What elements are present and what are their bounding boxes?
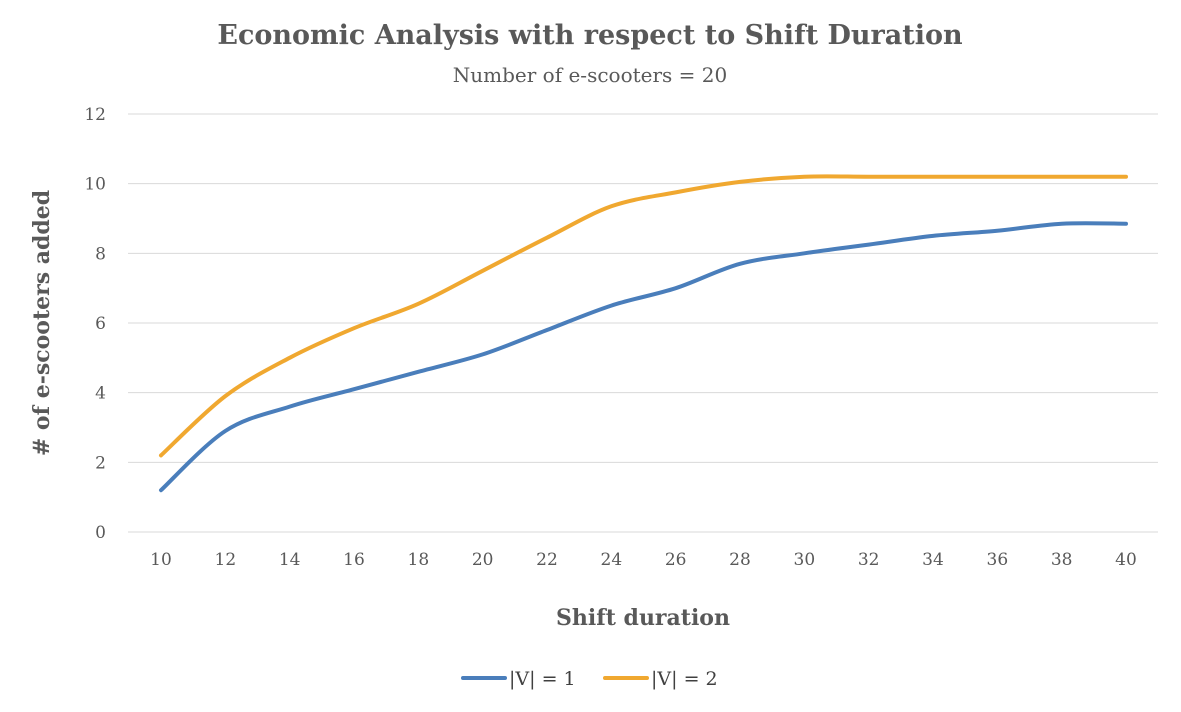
y-tick-label: 10 [84, 175, 106, 195]
series-line-2 [159, 174, 1128, 458]
y-tick-label: 8 [95, 244, 106, 264]
y-tick-label: 12 [84, 105, 106, 125]
gridlines [128, 113, 1158, 533]
x-tick-label: 40 [1115, 550, 1137, 570]
y-tick-label: 6 [95, 314, 106, 334]
series-line-1 [159, 221, 1128, 493]
y-axis-ticks: 0 2 4 6 8 10 12 [84, 105, 106, 543]
x-tick-label: 20 [472, 550, 494, 570]
x-tick-label: 26 [665, 550, 687, 570]
y-tick-label: 2 [95, 453, 106, 473]
chart-title: Economic Analysis with respect to Shift … [217, 20, 963, 51]
x-tick-label: 24 [601, 550, 623, 570]
x-tick-label: 22 [536, 550, 558, 570]
x-tick-label: 28 [729, 550, 751, 570]
y-axis-title: # of e-scooters added [29, 190, 55, 456]
legend-label-2: |V| = 2 [651, 668, 718, 690]
x-tick-label: 12 [215, 550, 237, 570]
x-tick-label: 16 [343, 550, 365, 570]
series-lines [159, 174, 1128, 493]
x-tick-label: 10 [150, 550, 172, 570]
x-axis-ticks: 10 12 14 16 18 20 22 24 26 28 30 32 34 36 38 40 [150, 550, 1137, 570]
legend: |V| = 1 |V| = 2 [461, 668, 718, 690]
x-axis-title: Shift duration [556, 605, 730, 631]
x-tick-label: 30 [794, 550, 816, 570]
x-tick-label: 14 [279, 550, 301, 570]
y-tick-label: 0 [95, 523, 106, 543]
x-tick-label: 38 [1051, 550, 1073, 570]
x-tick-label: 18 [408, 550, 430, 570]
legend-label-1: |V| = 1 [509, 668, 576, 690]
y-tick-label: 4 [95, 384, 106, 404]
x-tick-label: 32 [858, 550, 880, 570]
x-tick-label: 34 [922, 550, 944, 570]
x-tick-label: 36 [987, 550, 1009, 570]
chart-subtitle: Number of e-scooters = 20 [453, 63, 727, 87]
